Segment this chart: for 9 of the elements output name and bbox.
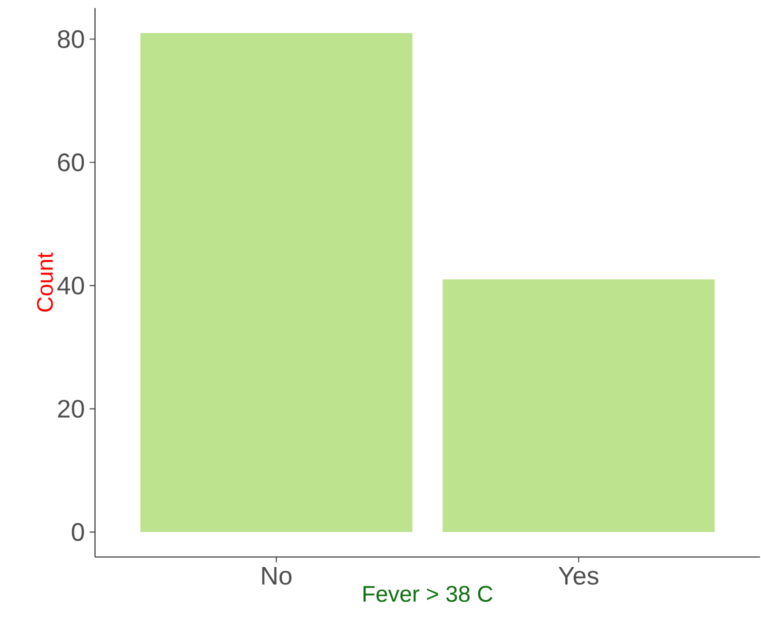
x-tick-label: Yes <box>558 567 598 585</box>
y-tick-label: 40 <box>57 276 84 295</box>
y-tick-label: 0 <box>72 523 84 542</box>
y-tick-label: 60 <box>58 153 84 172</box>
x-axis-title: Fever > 38 C <box>364 586 492 602</box>
y-axis-title: Count <box>36 252 53 312</box>
y-tick-label: 80 <box>58 30 84 48</box>
y-tick-label: 20 <box>58 400 84 418</box>
x-tick-label: No <box>262 567 292 585</box>
